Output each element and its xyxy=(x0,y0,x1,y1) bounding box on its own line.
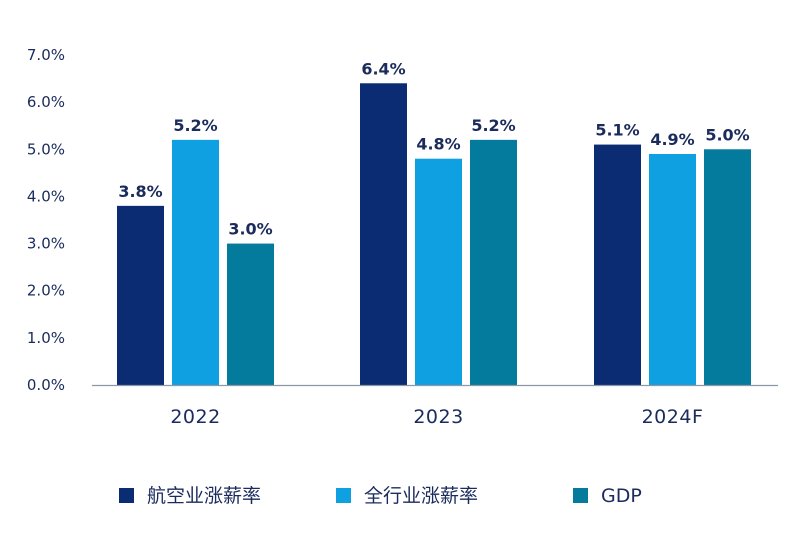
y-tick-label: 0.0% xyxy=(27,376,65,394)
y-tick-label: 2.0% xyxy=(27,282,65,300)
bar xyxy=(117,205,164,385)
legend-swatch xyxy=(573,488,588,503)
bar xyxy=(649,154,696,385)
data-label: 3.0% xyxy=(228,220,272,239)
bar xyxy=(415,158,462,385)
bars: 3.8% 5.2% 3.0% 6.4% 4.8% 5.2% 5.1% 4.9% 5.0% xyxy=(117,59,751,386)
x-tick-label: 2022 xyxy=(170,406,220,428)
legend-label: 航空业涨薪率 xyxy=(147,485,261,507)
legend-swatch xyxy=(119,488,134,503)
y-axis: 0.0% 1.0% 2.0% 3.0% 4.0% 5.0% 6.0% 7.0% xyxy=(27,46,65,394)
data-label: 5.2% xyxy=(173,116,217,135)
bar xyxy=(594,144,641,385)
y-tick-label: 4.0% xyxy=(27,187,65,205)
x-axis: 2022 2023 2024F xyxy=(170,406,703,428)
legend-label: 全行业涨薪率 xyxy=(364,485,478,507)
data-label: 3.8% xyxy=(118,182,162,201)
bar xyxy=(360,83,407,386)
bar xyxy=(227,243,274,385)
bar xyxy=(470,139,517,385)
y-tick-label: 7.0% xyxy=(27,46,65,64)
legend: 航空业涨薪率 全行业涨薪率 GDP xyxy=(119,485,642,507)
y-tick-label: 5.0% xyxy=(27,140,65,158)
y-tick-label: 3.0% xyxy=(27,235,65,253)
bar xyxy=(172,139,219,385)
data-label: 6.4% xyxy=(361,59,405,78)
data-label: 5.0% xyxy=(705,125,749,144)
data-label: 4.9% xyxy=(650,130,694,149)
x-tick-label: 2024F xyxy=(642,406,704,428)
legend-item: 航空业涨薪率 xyxy=(119,485,261,507)
legend-swatch xyxy=(336,488,351,503)
data-label: 4.8% xyxy=(416,135,460,154)
legend-item: GDP xyxy=(573,485,642,507)
legend-label: GDP xyxy=(601,485,642,507)
legend-item: 全行业涨薪率 xyxy=(336,485,478,507)
x-tick-label: 2023 xyxy=(413,406,463,428)
y-tick-label: 6.0% xyxy=(27,93,65,111)
data-label: 5.1% xyxy=(595,121,639,140)
data-label: 5.2% xyxy=(471,116,515,135)
bar xyxy=(704,149,751,385)
y-tick-label: 1.0% xyxy=(27,329,65,347)
